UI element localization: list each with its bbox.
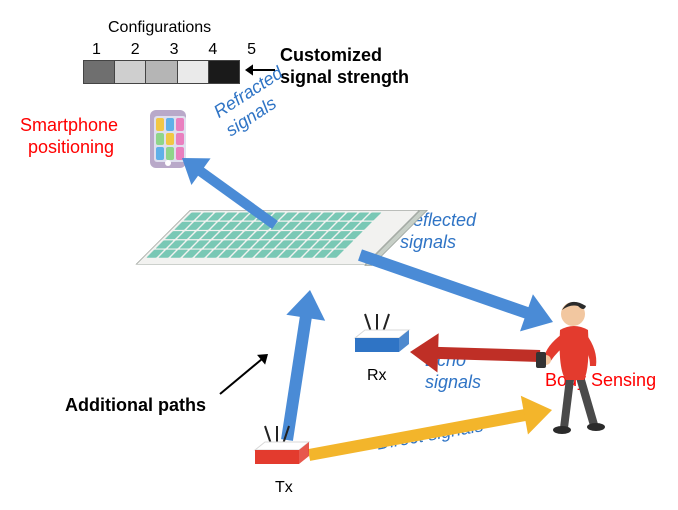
- config-cell-4: [178, 61, 209, 83]
- config-cell-2: [115, 61, 146, 83]
- label-configurations: Configurations: [108, 18, 211, 37]
- router-tx-icon: [255, 426, 309, 464]
- phone-home-button: [165, 160, 171, 166]
- label-config_numbers: 1 2 3 4 5: [92, 40, 263, 59]
- label-customized_l2: signal strength: [280, 67, 409, 89]
- ris-panel: [135, 210, 420, 265]
- label-customized_l1: Customized: [280, 45, 382, 67]
- arrow-reflected: [360, 255, 553, 331]
- arrow-to_ris: [286, 290, 325, 440]
- label-additional: Additional paths: [65, 395, 206, 417]
- label-body_sensing: Body Sensing: [545, 370, 656, 392]
- config-cell-5: [209, 61, 239, 83]
- label-smartphone_l2: positioning: [28, 137, 114, 159]
- label-direct: Direct signals: [375, 415, 485, 455]
- smartphone-icon: [150, 110, 186, 168]
- config-cell-1: [84, 61, 115, 83]
- label-echo: Echo signals: [425, 350, 481, 393]
- person-icon: [536, 302, 605, 434]
- configurations-bar: [83, 60, 240, 84]
- config-cell-3: [146, 61, 177, 83]
- label-smartphone_l1: Smartphone: [20, 115, 118, 137]
- arrow-additional: [220, 354, 268, 394]
- label-tx: Tx: [275, 478, 293, 497]
- router-rx-icon: [355, 314, 409, 352]
- label-rx: Rx: [367, 366, 387, 385]
